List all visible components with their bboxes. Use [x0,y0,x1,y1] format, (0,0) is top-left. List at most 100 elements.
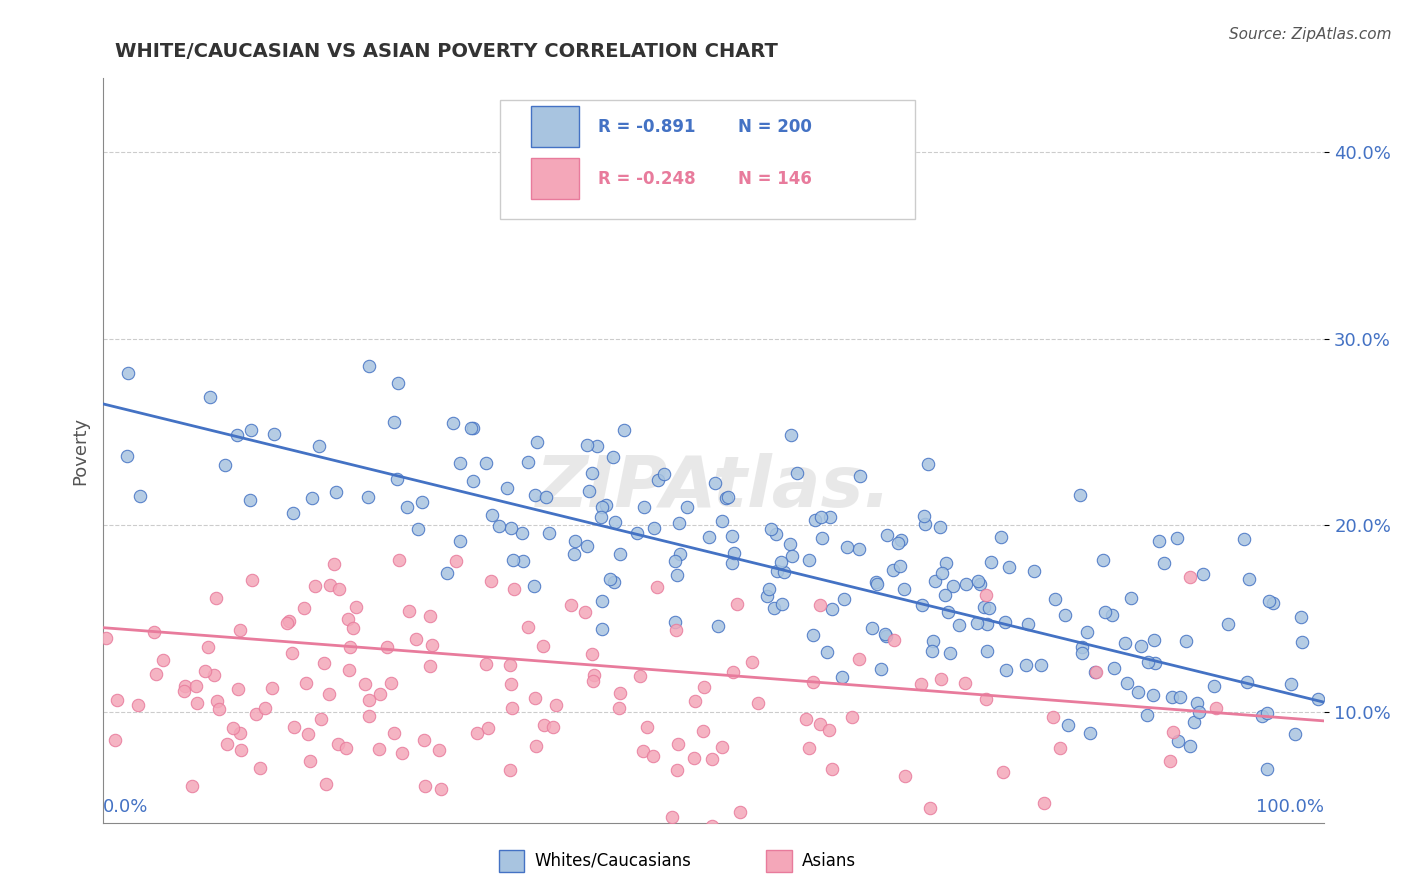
Point [105,692,128,706]
Point [652,467,675,481]
Point [398,605,420,619]
Text: R = -0.891: R = -0.891 [598,118,695,136]
Point [794,712,817,726]
Point [803,628,825,642]
Point [976,692,998,706]
Point [1101,607,1123,622]
Point [934,588,956,602]
Point [298,754,321,768]
Point [938,646,960,660]
Text: 100.0%: 100.0% [1257,798,1324,816]
Point [578,484,600,499]
Point [449,534,471,549]
Point [848,652,870,666]
Point [1182,715,1205,730]
Point [337,663,360,677]
Point [831,670,853,684]
Point [1149,533,1171,548]
Point [882,564,904,578]
Point [96,631,118,645]
Point [375,640,398,654]
Point [887,536,910,550]
Point [669,547,692,561]
Point [396,500,419,514]
Point [356,491,378,505]
Point [546,698,568,713]
Point [496,481,519,495]
Point [411,495,433,509]
Point [721,665,744,679]
Point [499,764,522,778]
Point [1178,569,1201,583]
Point [382,726,405,740]
Point [524,739,547,753]
Point [517,455,540,469]
Point [609,686,631,700]
Point [1143,633,1166,648]
Point [1153,556,1175,570]
Point [769,555,792,569]
Point [460,421,482,435]
Point [912,509,935,524]
Point [128,489,150,503]
Point [779,537,801,551]
Point [309,712,332,726]
Point [1119,591,1142,606]
Point [810,531,832,545]
Point [277,614,299,628]
Point [420,639,443,653]
Point [607,701,630,715]
Point [664,615,686,630]
Point [1137,655,1160,669]
Point [323,557,346,571]
Point [889,558,911,573]
Point [1279,676,1302,690]
Point [773,566,796,580]
Point [977,601,1000,615]
Point [127,698,149,713]
Point [1049,741,1071,756]
Point [449,456,471,470]
Point [276,615,298,630]
Point [531,640,554,654]
Text: N = 200: N = 200 [738,118,813,136]
Point [499,657,522,672]
Point [1033,797,1056,811]
Point [1054,607,1077,622]
Point [263,427,285,442]
Point [866,576,889,591]
Point [582,674,605,689]
Point [429,782,451,797]
Point [810,510,832,524]
Point [893,582,915,596]
Point [821,602,844,616]
Point [647,473,669,487]
Point [664,554,686,568]
Text: Whites/Caucasians: Whites/Caucasians [534,852,692,870]
Point [481,508,503,522]
Point [380,675,402,690]
Point [921,644,943,658]
Point [1261,596,1284,610]
Point [841,710,863,724]
Text: ZIPAtlas.: ZIPAtlas. [536,453,891,523]
Point [994,615,1017,629]
Point [936,605,959,619]
Point [326,737,349,751]
Point [318,687,340,701]
Point [628,669,651,683]
Point [499,521,522,535]
Point [1188,706,1211,720]
Point [832,591,855,606]
Point [758,582,780,596]
Point [574,605,596,619]
Point [217,737,239,751]
Point [591,500,613,515]
Point [1306,692,1329,706]
FancyBboxPatch shape [530,106,579,147]
Point [1289,610,1312,624]
Point [883,843,905,857]
Point [641,749,664,764]
Point [229,742,252,756]
Point [917,457,939,471]
